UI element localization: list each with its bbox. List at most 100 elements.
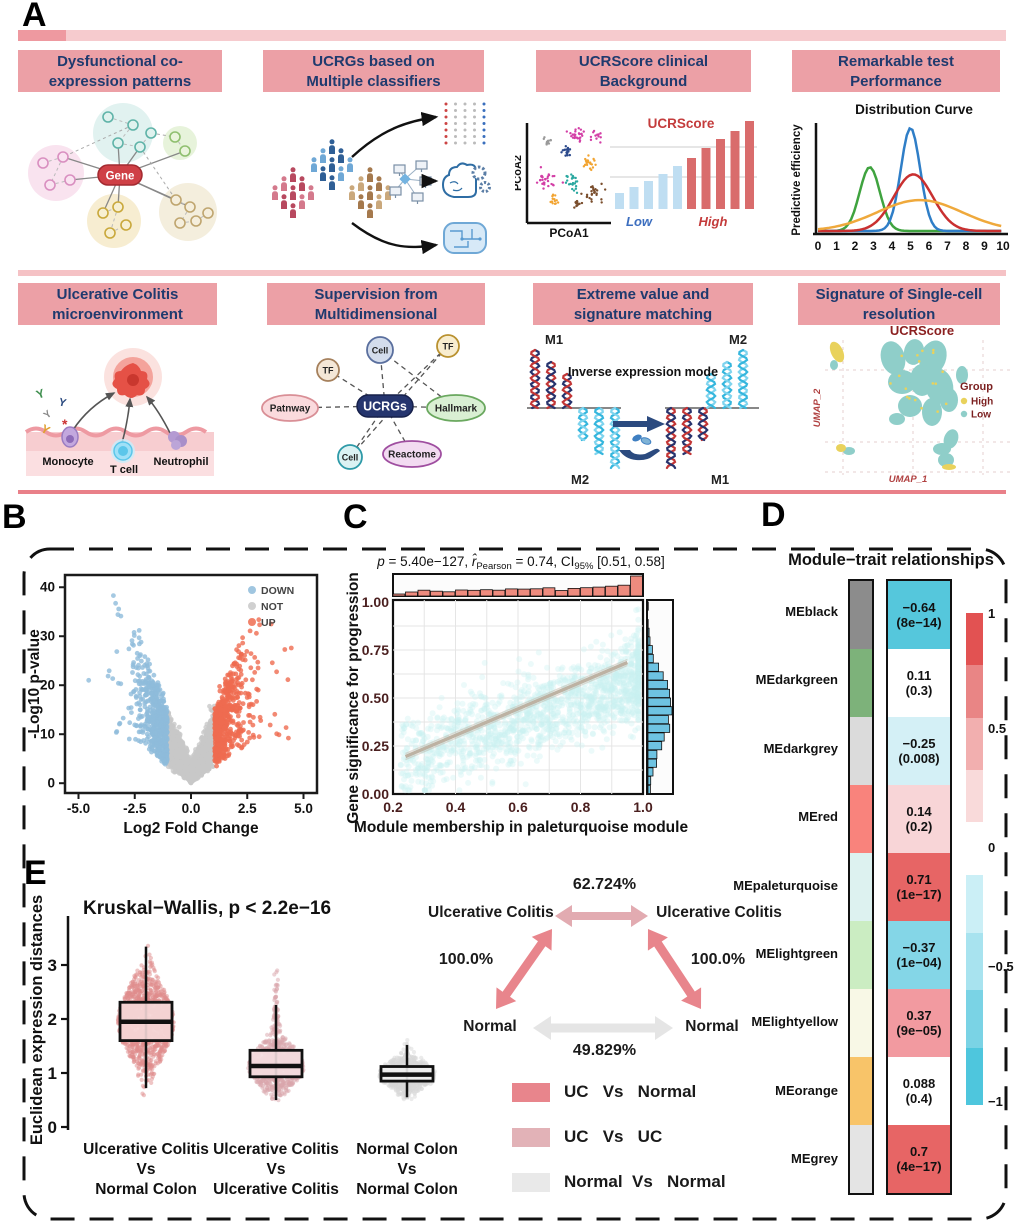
colorbar-step <box>966 875 983 933</box>
svg-text:0: 0 <box>47 776 55 791</box>
heatmap-cell: 0.71 (1e−17) <box>888 853 950 921</box>
arrow <box>351 111 439 158</box>
colorbar-tick: 1 <box>988 606 996 621</box>
legend-label: UC Vs UC <box>564 1127 663 1146</box>
panel-e-label: E <box>24 854 47 892</box>
neural-network-icon <box>444 102 486 145</box>
ucrscore-bars <box>615 121 754 209</box>
p-value: (0.008) <box>898 751 940 766</box>
umap-x-label: UMAP_1 <box>889 474 928 485</box>
correlation-value: 0.088 <box>902 1076 936 1091</box>
heatmap-cell: −0.64 (8e−14) <box>888 581 950 649</box>
module-color-cell <box>850 853 872 921</box>
card-supervision: Supervision from Multidimensional <box>267 283 485 325</box>
volcano-legend-label: NOT <box>261 601 284 613</box>
gene-pill <box>97 164 143 186</box>
card-title-line: resolution <box>862 306 936 323</box>
module-label: MEred <box>798 809 838 825</box>
card-title-line: UCRScore clinical <box>578 53 709 70</box>
svg-text:-2.5: -2.5 <box>123 801 147 816</box>
correlation-value: −0.37 <box>902 940 936 955</box>
group-label-line: Ulcerative Colitis <box>83 1141 209 1158</box>
svg-text:Y: Y <box>57 396 68 410</box>
clinical-illustration: PCoA2 PCoA1 UCRScore Low High <box>515 116 757 240</box>
module-color-cell <box>850 1057 872 1125</box>
svg-text:5: 5 <box>907 239 914 253</box>
colorbar-tick: −1 <box>988 1094 1003 1109</box>
supervision-node-label: Reactome <box>388 450 436 461</box>
card-title-line: Multiple classifiers <box>306 73 441 90</box>
monocyte-label: Monocyte <box>42 456 93 468</box>
colorbar-step <box>966 613 983 666</box>
colorbar-step <box>966 665 983 718</box>
m2-label-right: M2 <box>729 332 747 347</box>
svg-text:8: 8 <box>963 239 970 253</box>
group-label-line: Vs <box>398 1161 417 1178</box>
legend-swatch <box>512 1082 550 1102</box>
module-label: MElightyellow <box>751 1014 838 1030</box>
colorbar-step <box>966 1047 983 1105</box>
arrow <box>351 222 439 255</box>
hand-pills-icon <box>619 434 660 461</box>
heatmap-cell: 0.11 (0.3) <box>888 649 950 717</box>
card-microenvironment: Ulcerative Colitis microenvironment <box>18 283 217 325</box>
volcano-plot: -5.0 -2.5 0.0 2.5 5.0 0 10 20 30 40 Log2 Fold Chan… <box>26 573 319 837</box>
group-label-line: Ulcerative Colitis <box>213 1181 339 1198</box>
group-label-line: Normal Colon <box>356 1181 458 1198</box>
module-label: MElightgreen <box>755 946 838 961</box>
right-percentage: 100.0% <box>690 951 746 968</box>
card-title-line: Background <box>599 73 688 90</box>
ucrgs-pill <box>356 394 414 418</box>
supervision-node-label: Cell <box>342 453 359 463</box>
normal-node-left: Normal <box>463 1018 517 1035</box>
volcano-y-label: -Log10 p-value <box>26 629 43 739</box>
umap-clusters <box>829 339 968 470</box>
svg-text:1: 1 <box>833 239 840 253</box>
umap-legend: High Low <box>960 397 993 421</box>
supervision-node-label: Patnway <box>270 404 311 415</box>
umap-illustration: UCRScore UMAP_2 UMAP_1 Group High Low <box>812 323 1010 485</box>
m1-label-right: M1 <box>711 472 729 487</box>
card-extreme-value: Extreme value and signature matching <box>533 283 753 325</box>
monocyte-nucleus <box>66 435 74 443</box>
module-label: MEpaleturquoise <box>733 877 838 893</box>
card-title-line: Performance <box>850 73 942 90</box>
svg-text:Low: Low <box>971 410 991 421</box>
progress-bar-fill <box>18 30 66 41</box>
row-divider <box>18 270 1006 276</box>
svg-text:7: 7 <box>944 239 951 253</box>
supervision-node-label: TF <box>443 342 454 352</box>
dna-helices <box>529 348 749 470</box>
colorbar-tick: −0.5 <box>988 959 1014 974</box>
volcano-legend-label: DOWN <box>261 585 294 597</box>
svg-text:10: 10 <box>40 727 55 742</box>
module-label: MEorange <box>775 1082 838 1098</box>
umap-legend-title: Group <box>960 381 993 393</box>
microenvironment-illustration: Y Y Y Y * Monocyte T cell Neutrophil <box>24 348 214 476</box>
module-color-cell <box>850 649 872 717</box>
svg-text:10: 10 <box>996 239 1010 253</box>
ucrgs-label: UCRGs <box>363 400 407 414</box>
panel-b-label: B <box>2 498 27 536</box>
card-performance: Remarkable test Performance <box>792 50 1000 92</box>
p-value: (8e−14) <box>896 615 942 630</box>
distribution-y-label: Predictive efficiency <box>791 124 803 236</box>
pcoa-y-label: PCoA2 <box>515 155 524 191</box>
umap-y-label: UMAP_2 <box>812 388 823 427</box>
comparison-triangle <box>496 905 702 1040</box>
distribution-curves <box>817 126 1002 233</box>
membership-y-label: Gene significance for progression <box>345 572 362 824</box>
comparison-legend-row: UC Vs UC <box>512 1127 726 1147</box>
module-color-cell <box>850 1125 872 1193</box>
progress-bar <box>18 30 1006 41</box>
card-title-line: Ulcerative Colitis <box>56 286 179 303</box>
uc-node-right: Ulcerative Colitis <box>656 904 782 921</box>
heatmap-cell: 0.088 (0.4) <box>888 1057 950 1125</box>
top-percentage: 62.724% <box>572 876 637 893</box>
legend-label: Normal Vs Normal <box>564 1172 726 1191</box>
correlation-value: 0.14 <box>906 804 932 819</box>
module-color-cell <box>850 785 872 853</box>
heatmap-cell: 0.37 (9e−05) <box>888 989 950 1057</box>
